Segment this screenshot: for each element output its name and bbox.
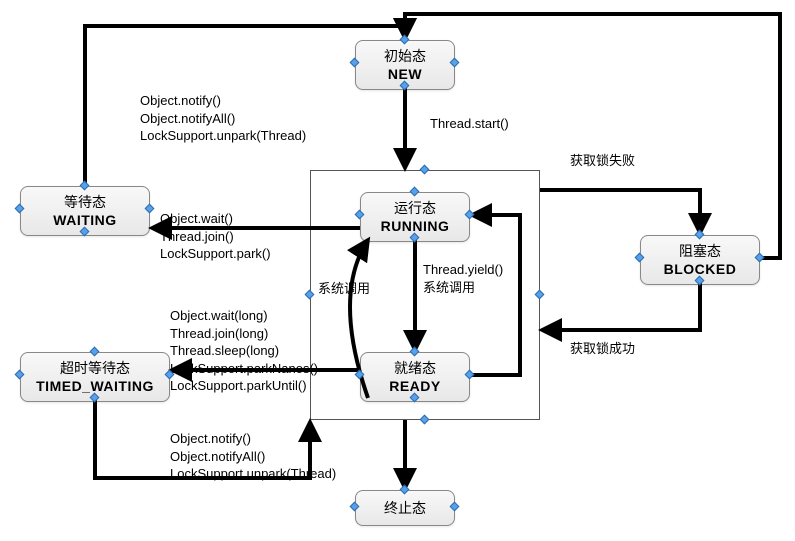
label-notify-top-2: Object.notifyAll() [140, 110, 306, 128]
label-wait-mid-3: LockSupport.park() [160, 245, 271, 263]
label-notify-bottom-3: LockSupport.unpark(Thread) [170, 465, 336, 483]
node-running-cn: 运行态 [371, 199, 459, 217]
label-wait-long-2: Thread.join(long) [170, 325, 318, 343]
label-lock-ok: 获取锁成功 [570, 340, 635, 358]
label-thread-start: Thread.start() [430, 115, 509, 133]
label-syscall-text: 系统调用 [318, 281, 370, 296]
node-terminated-cn: 终止态 [366, 499, 444, 517]
label-wait-long: Object.wait(long) Thread.join(long) Thre… [170, 307, 318, 395]
label-wait-long-4: LockSupport.parkNanos() [170, 360, 318, 378]
label-lock-fail: 获取锁失败 [570, 152, 635, 170]
label-lock-fail-text: 获取锁失败 [570, 153, 635, 168]
label-notify-bottom-2: Object.notifyAll() [170, 448, 336, 466]
node-timed-cn: 超时等待态 [31, 359, 159, 377]
label-yield-2: 系统调用 [423, 279, 503, 297]
label-wait-mid-1: Object.wait() [160, 210, 271, 228]
label-lock-ok-text: 获取锁成功 [570, 341, 635, 356]
label-wait-mid: Object.wait() Thread.join() LockSupport.… [160, 210, 271, 263]
label-wait-long-1: Object.wait(long) [170, 307, 318, 325]
node-terminated: 终止态 [355, 490, 455, 526]
label-wait-long-5: LockSupport.parkUntil() [170, 377, 318, 395]
label-notify-top-3: LockSupport.unpark(Thread) [140, 127, 306, 145]
label-wait-mid-2: Thread.join() [160, 228, 271, 246]
node-waiting-cn: 等待态 [31, 193, 139, 211]
label-notify-bottom: Object.notify() Object.notifyAll() LockS… [170, 430, 336, 483]
label-wait-long-3: Thread.sleep(long) [170, 342, 318, 360]
node-ready-cn: 就绪态 [371, 359, 459, 377]
label-notify-top: Object.notify() Object.notifyAll() LockS… [140, 92, 306, 145]
label-thread-start-text: Thread.start() [430, 116, 509, 131]
node-blocked-cn: 阻塞态 [651, 242, 749, 260]
label-yield: Thread.yield() 系统调用 [423, 261, 503, 296]
label-notify-top-1: Object.notify() [140, 92, 306, 110]
label-yield-1: Thread.yield() [423, 261, 503, 279]
label-syscall: 系统调用 [318, 280, 370, 298]
label-notify-bottom-1: Object.notify() [170, 430, 336, 448]
node-new-cn: 初始态 [366, 47, 444, 65]
